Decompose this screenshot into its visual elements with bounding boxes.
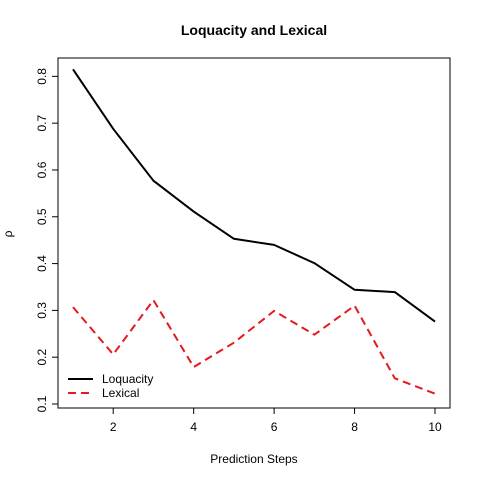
y-axis-label: ρ <box>1 230 15 237</box>
x-tick-label: 4 <box>190 420 197 434</box>
y-tick-label: 0.1 <box>35 395 49 412</box>
x-tick-label: 8 <box>351 420 358 434</box>
legend-label: Loquacity <box>102 372 153 386</box>
y-tick-label: 0.4 <box>35 255 49 272</box>
y-tick-label: 0.8 <box>35 68 49 85</box>
y-tick-label: 0.6 <box>35 161 49 178</box>
y-tick-label: 0.2 <box>35 349 49 366</box>
chart-title: Loquacity and Lexical <box>181 22 327 38</box>
x-tick-label: 2 <box>110 420 117 434</box>
y-tick-label: 0.5 <box>35 208 49 225</box>
x-tick-label: 6 <box>271 420 278 434</box>
x-axis-label: Prediction Steps <box>210 452 297 466</box>
x-tick-label: 10 <box>428 420 442 434</box>
y-tick-label: 0.3 <box>35 302 49 319</box>
legend-label: Lexical <box>102 386 139 400</box>
y-tick-label: 0.7 <box>35 115 49 132</box>
